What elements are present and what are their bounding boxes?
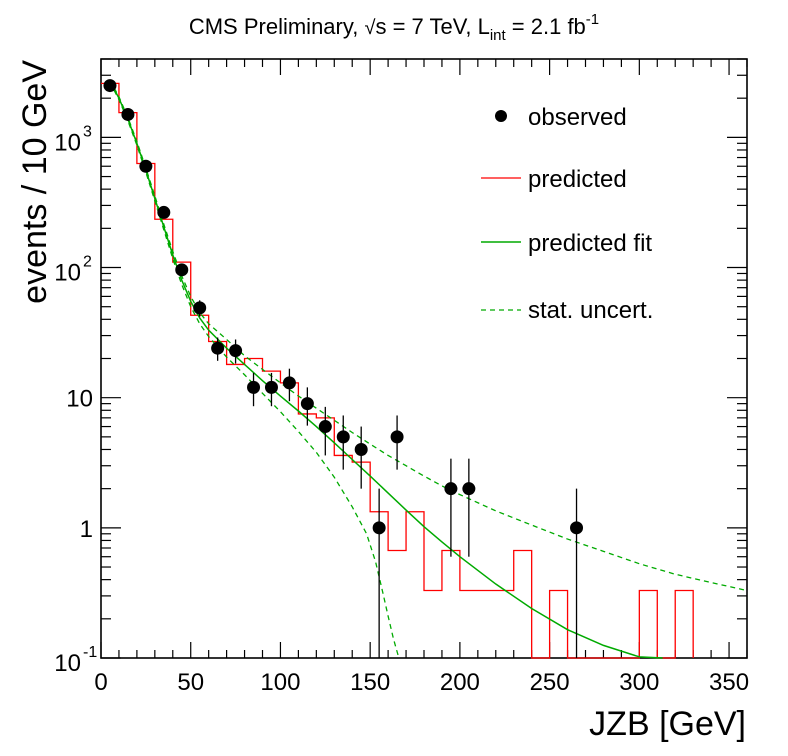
predicted-fit-curve — [109, 80, 663, 659]
y-tick-exponent: -1 — [83, 644, 97, 661]
y-tick-label: 1 — [80, 516, 93, 543]
legend-observed-marker — [495, 110, 507, 122]
x-tick-label: 100 — [260, 669, 300, 696]
x-tick-label: 200 — [440, 669, 480, 696]
fit-line — [109, 80, 663, 659]
observed-point — [175, 263, 189, 277]
observed-point — [121, 107, 135, 121]
legend-fit-label: predicted fit — [528, 230, 652, 257]
observed-point — [300, 397, 314, 411]
observed-point — [264, 380, 278, 394]
y-tick-label: 10 — [66, 386, 93, 413]
observed-point — [462, 482, 476, 496]
legend-predicted-label: predicted — [528, 166, 627, 193]
observed-point — [229, 344, 243, 358]
title-main: CMS Preliminary, — [189, 14, 365, 39]
observed-point — [390, 430, 404, 444]
observed-point — [211, 341, 225, 355]
observed-points — [103, 79, 584, 658]
title-sqrt: √ — [364, 17, 375, 39]
observed-point — [157, 205, 171, 219]
legend: observed predicted predicted fit stat. u… — [481, 104, 653, 324]
x-tick-labels: 0 50 100 150 200 250 300 350 — [94, 669, 749, 696]
title-s: s = 7 TeV, L — [375, 14, 489, 39]
observed-point — [336, 430, 350, 444]
legend-observed-label: observed — [528, 104, 627, 131]
y-tick-exponent: 2 — [83, 254, 92, 271]
x-tick-label: 150 — [350, 669, 390, 696]
observed-point — [282, 376, 296, 390]
x-tick-label: 350 — [709, 669, 749, 696]
x-tick-label: 50 — [177, 669, 204, 696]
legend-uncert-label: stat. uncert. — [528, 297, 653, 324]
observed-point — [139, 159, 153, 173]
stat-uncert-upper — [109, 79, 748, 592]
chart-title: CMS Preliminary, √s = 7 TeV, Lint = 2.1 … — [189, 11, 599, 44]
observed-point — [570, 521, 584, 535]
observed-point — [318, 420, 332, 434]
x-tick-label: 250 — [530, 669, 570, 696]
observed-point — [103, 79, 117, 93]
title-rest: = 2.1 fb — [506, 14, 586, 39]
stat-uncert-curves — [109, 79, 748, 659]
stat-uncert-lower — [109, 81, 400, 659]
x-axis-label: JZB [GeV] — [589, 705, 746, 743]
observed-point — [444, 482, 458, 496]
y-axis-label: events / 10 GeV — [16, 60, 54, 304]
axis-ticks — [100, 58, 748, 659]
y-tick-label: 10 — [54, 260, 81, 287]
observed-point — [372, 521, 386, 535]
observed-point — [354, 442, 368, 456]
observed-point — [247, 380, 261, 394]
x-tick-label: 0 — [94, 669, 107, 696]
y-tick-exponent: 3 — [83, 123, 92, 140]
y-tick-label: 10 — [54, 129, 81, 156]
title-sup: -1 — [586, 11, 599, 28]
y-tick-label: 10 — [54, 650, 81, 677]
observed-point — [193, 301, 207, 315]
title-sub: int — [490, 27, 507, 44]
x-tick-label: 300 — [619, 669, 659, 696]
